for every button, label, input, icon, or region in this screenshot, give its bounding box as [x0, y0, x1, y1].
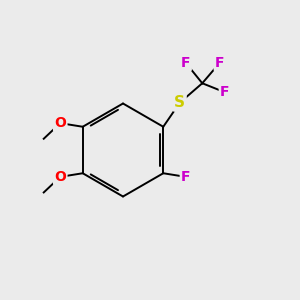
Text: S: S [174, 95, 185, 110]
Text: F: F [215, 56, 224, 70]
Text: O: O [54, 170, 66, 184]
Text: O: O [54, 116, 66, 130]
Text: F: F [181, 170, 190, 184]
Text: F: F [220, 85, 230, 99]
Text: F: F [181, 56, 190, 70]
